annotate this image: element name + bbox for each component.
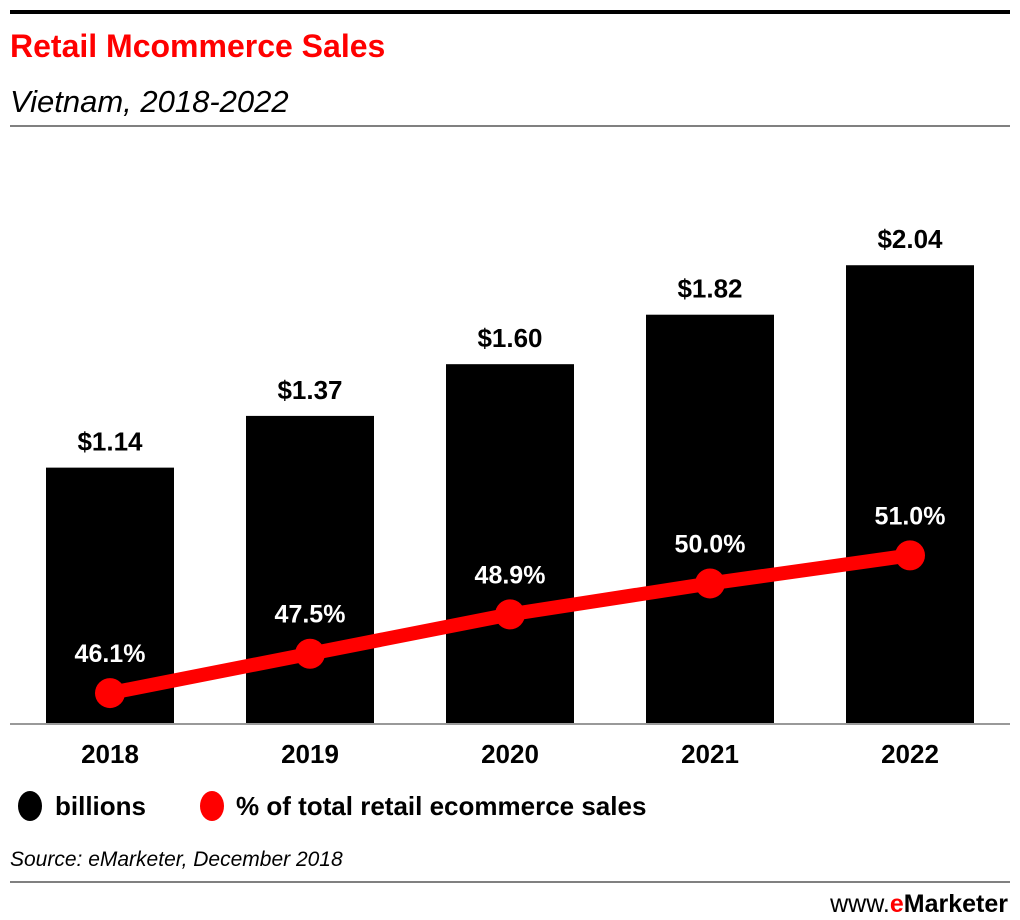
bar-label-2018: $1.14 [77, 427, 143, 457]
chart-title: Retail Mcommerce Sales [10, 28, 385, 64]
line-label-2021: 50.0% [675, 530, 746, 558]
legend-label-line: % of total retail ecommerce sales [236, 791, 646, 821]
line-label-2018: 46.1% [75, 640, 146, 668]
line-point-2019 [295, 638, 325, 669]
bar-2019 [246, 415, 374, 724]
line-label-2020: 48.9% [475, 561, 546, 589]
line-label-2019: 47.5% [275, 601, 346, 629]
bar-2022 [846, 265, 974, 724]
bar-label-2020: $1.60 [477, 323, 542, 353]
baseline [10, 723, 1010, 725]
category-label-2021: 2021 [681, 739, 739, 769]
bar-2020 [446, 364, 574, 724]
legend-swatch-bar [18, 791, 42, 821]
line-point-2018 [95, 678, 125, 709]
bar-label-2019: $1.37 [277, 375, 342, 405]
category-label-2022: 2022 [881, 739, 939, 769]
bar-label-2022: $2.04 [877, 224, 943, 254]
legend: billions % of total retail ecommerce sal… [18, 791, 646, 821]
source-note: Source: eMarketer, December 2018 [10, 848, 343, 871]
footer-rule [10, 881, 1010, 883]
top-rule [10, 10, 1010, 14]
bar-label-2021: $1.82 [677, 274, 742, 304]
bar-2021 [646, 314, 774, 724]
legend-label-bar: billions [55, 791, 146, 821]
line-point-2021 [695, 568, 725, 599]
legend-swatch-line [200, 791, 224, 821]
category-label-2020: 2020 [481, 739, 539, 769]
category-label-2018: 2018 [81, 739, 139, 769]
line-point-2022 [895, 540, 925, 571]
chart-subtitle: Vietnam, 2018-2022 [10, 84, 289, 119]
line-point-2020 [495, 599, 525, 630]
brand-logo: www.eMarketer [829, 890, 1008, 918]
title-rule [10, 125, 1010, 127]
line-label-2022: 51.0% [875, 502, 946, 530]
category-label-2019: 2019 [281, 739, 339, 769]
